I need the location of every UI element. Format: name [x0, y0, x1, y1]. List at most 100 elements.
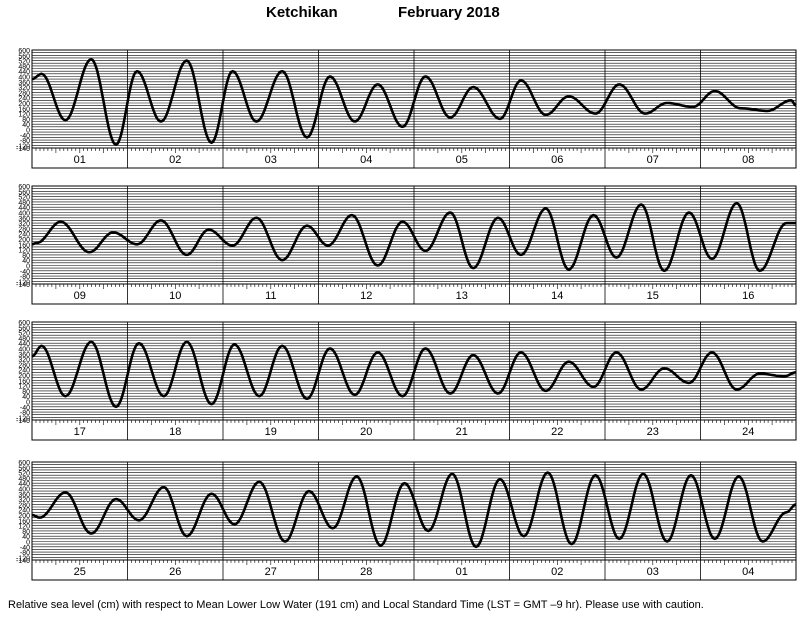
y-tick-label: 160 — [18, 106, 30, 113]
y-tick-label: 440 — [18, 69, 30, 76]
y-tick-label: -120 — [16, 143, 30, 150]
day-label: 07 — [647, 154, 659, 166]
y-tick-label: 40 — [22, 258, 30, 265]
y-tick-label: 520 — [18, 195, 30, 202]
day-label: 22 — [551, 426, 563, 438]
y-tick-label: 440 — [18, 481, 30, 488]
day-label: 10 — [169, 290, 181, 302]
chart-title-location: Ketchikan — [266, 4, 338, 21]
chart-caption: Relative sea level (cm) with respect to … — [8, 599, 704, 611]
tide-curve — [31, 471, 797, 549]
y-tick-label: 40 — [22, 122, 30, 129]
y-tick-label: 160 — [18, 242, 30, 249]
y-tick-label: 440 — [18, 341, 30, 348]
y-tick-label: -140 — [16, 282, 30, 289]
y-tick-label: 40 — [22, 534, 30, 541]
day-label: 14 — [551, 290, 563, 302]
day-label: 18 — [169, 426, 181, 438]
y-tick-label: 0 — [26, 540, 30, 547]
y-tick-label: 560 — [18, 53, 30, 60]
y-tick-label: 600 — [18, 184, 30, 191]
day-label: 02 — [551, 566, 563, 578]
panel-outer-frame — [31, 185, 797, 305]
day-label: 19 — [265, 426, 277, 438]
day-label: 01 — [74, 154, 86, 166]
day-label: 23 — [647, 426, 659, 438]
y-tick-label: 40 — [22, 394, 30, 401]
day-label: 24 — [742, 426, 754, 438]
day-label: 12 — [360, 290, 372, 302]
y-tick-label: -40 — [20, 545, 30, 552]
y-tick-label: -120 — [16, 555, 30, 562]
day-label: 15 — [647, 290, 659, 302]
y-tick-label: -140 — [16, 146, 30, 153]
y-tick-label: 200 — [18, 513, 30, 520]
y-tick-label: 280 — [18, 502, 30, 509]
day-label: 03 — [265, 154, 277, 166]
y-tick-label: 160 — [18, 518, 30, 525]
tide-curve — [31, 57, 797, 146]
y-tick-label: -120 — [16, 279, 30, 286]
y-tick-label: 560 — [18, 465, 30, 472]
y-tick-label: -80 — [20, 138, 30, 145]
y-tick-label: 200 — [18, 373, 30, 380]
y-tick-label: 280 — [18, 362, 30, 369]
y-tick-label: 240 — [18, 96, 30, 103]
y-tick-label: 480 — [18, 64, 30, 71]
y-tick-label: 320 — [18, 357, 30, 364]
y-tick-label: 160 — [18, 378, 30, 385]
y-tick-label: 520 — [18, 471, 30, 478]
day-label: 20 — [360, 426, 372, 438]
day-label: 08 — [742, 154, 754, 166]
y-tick-label: 120 — [18, 248, 30, 255]
y-tick-label: 600 — [18, 48, 30, 55]
y-tick-label: 400 — [18, 487, 30, 494]
tide-curve — [31, 340, 797, 409]
y-tick-label: 200 — [18, 101, 30, 108]
y-tick-label: 600 — [18, 460, 30, 467]
y-tick-label: -80 — [20, 274, 30, 281]
y-tick-label: 240 — [18, 368, 30, 375]
y-tick-label: 520 — [18, 331, 30, 338]
chart-title-period: February 2018 — [398, 4, 500, 21]
y-tick-label: 560 — [18, 189, 30, 196]
y-tick-label: 240 — [18, 232, 30, 239]
y-tick-label: 280 — [18, 226, 30, 233]
y-tick-label: 80 — [22, 389, 30, 396]
y-tick-label: 400 — [18, 211, 30, 218]
y-tick-label: -80 — [20, 410, 30, 417]
y-tick-label: 400 — [18, 75, 30, 82]
y-tick-label: -140 — [16, 418, 30, 425]
tide-curve — [31, 201, 796, 273]
y-tick-label: 80 — [22, 529, 30, 536]
panel-outer-frame — [31, 461, 797, 581]
panel-outer-frame — [31, 49, 797, 169]
day-label: 06 — [551, 154, 563, 166]
day-label: 27 — [265, 566, 277, 578]
y-tick-label: 400 — [18, 347, 30, 354]
y-tick-label: -120 — [16, 415, 30, 422]
y-tick-label: 320 — [18, 85, 30, 92]
y-tick-label: -40 — [20, 269, 30, 276]
day-label: 03 — [647, 566, 659, 578]
day-label: 16 — [742, 290, 754, 302]
y-tick-label: 560 — [18, 325, 30, 332]
y-tick-label: 480 — [18, 476, 30, 483]
y-tick-label: 600 — [18, 320, 30, 327]
day-label: 01 — [456, 566, 468, 578]
y-tick-label: 360 — [18, 80, 30, 87]
y-tick-label: -40 — [20, 133, 30, 140]
y-tick-label: -40 — [20, 405, 30, 412]
y-tick-label: 360 — [18, 352, 30, 359]
day-label: 17 — [74, 426, 86, 438]
day-label: 25 — [74, 566, 86, 578]
y-tick-label: 480 — [18, 200, 30, 207]
day-label: 11 — [265, 290, 276, 302]
y-tick-label: 440 — [18, 205, 30, 212]
y-tick-label: 120 — [18, 384, 30, 391]
y-tick-label: 0 — [26, 264, 30, 271]
day-label: 09 — [74, 290, 86, 302]
day-label: 21 — [456, 426, 468, 438]
